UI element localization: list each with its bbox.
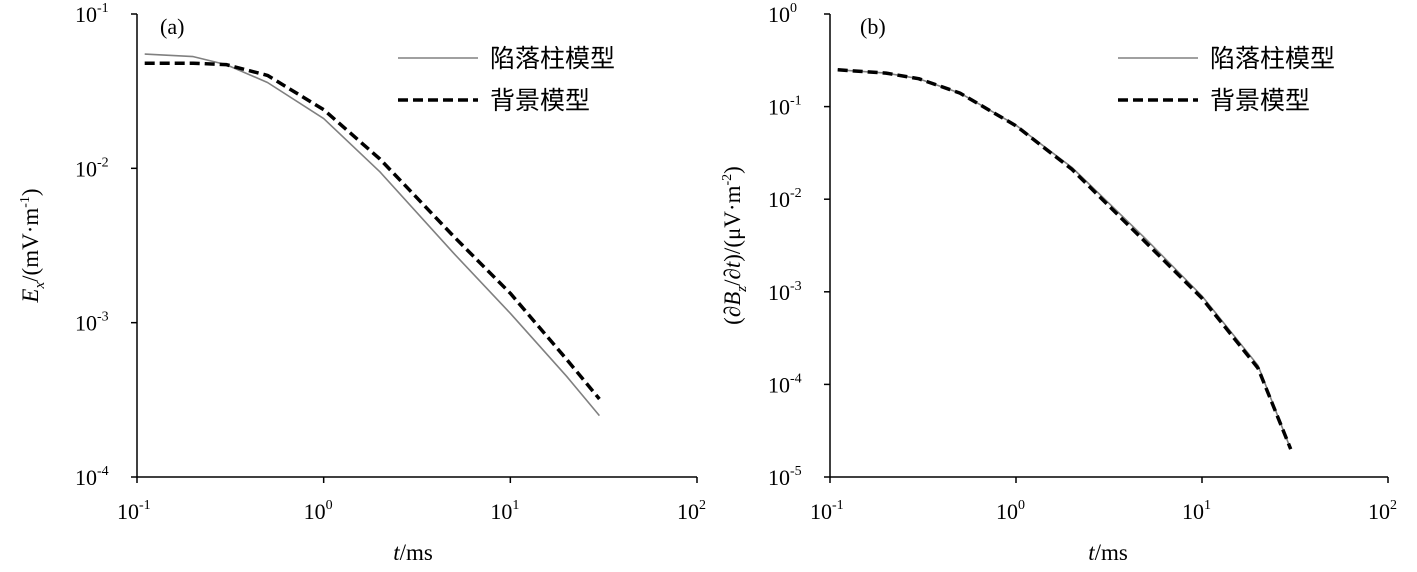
x-tick-label: 102	[677, 498, 706, 524]
legend-label: 背景模型	[490, 86, 590, 115]
x-tick-label: 100	[304, 498, 333, 524]
series-background-line	[837, 68, 1293, 450]
panel-b: (b) 10-1 100 101 102 10-5 10-4 10-3 10-2 10-1 100…	[720, 1, 1397, 565]
x-tick-label: 101	[1182, 498, 1211, 524]
y-tick-label: 10-2	[768, 186, 802, 212]
x-tick-label: 10-1	[117, 498, 151, 524]
x-tick-label: 100	[996, 498, 1025, 524]
y-axis-title: (∂Bz/∂t)/(μV·m-2)	[720, 166, 750, 325]
panel-a-label: (a)	[160, 14, 184, 39]
series-collapse-column-line	[144, 53, 601, 417]
panel-a: (a) 10-1 100 101 102 10-4 10-3 10-2 10-1 陷落柱模型背景…	[18, 1, 706, 565]
y-tick-label: 10-1	[768, 94, 802, 120]
x-axis-title: t/ms	[1088, 540, 1128, 565]
legend-label: 背景模型	[1210, 86, 1310, 115]
y-tick-label: 10-1	[75, 1, 109, 27]
x-axis-title: t/ms	[393, 540, 433, 565]
y-tick-label: 10-3	[768, 279, 802, 305]
y-tick-label: 10-4	[75, 464, 109, 490]
y-tick-label: 10-2	[75, 155, 109, 181]
series-background-line	[144, 61, 601, 401]
legend-label: 陷落柱模型	[490, 44, 615, 73]
legend-label: 陷落柱模型	[1210, 44, 1335, 73]
x-tick-label: 101	[490, 498, 519, 524]
y-axis-title: Ex/(mV·m-1)	[18, 188, 48, 303]
panel-b-label: (b)	[860, 14, 886, 39]
x-tick-label: 102	[1368, 498, 1397, 524]
y-tick-label: 10-5	[768, 464, 802, 490]
y-tick-label: 10-4	[768, 371, 802, 397]
y-tick-label: 10-3	[75, 310, 109, 336]
y-tick-label: 100	[768, 1, 797, 27]
x-tick-label: 10-1	[810, 498, 844, 524]
series-collapse-column-line	[837, 69, 1292, 450]
